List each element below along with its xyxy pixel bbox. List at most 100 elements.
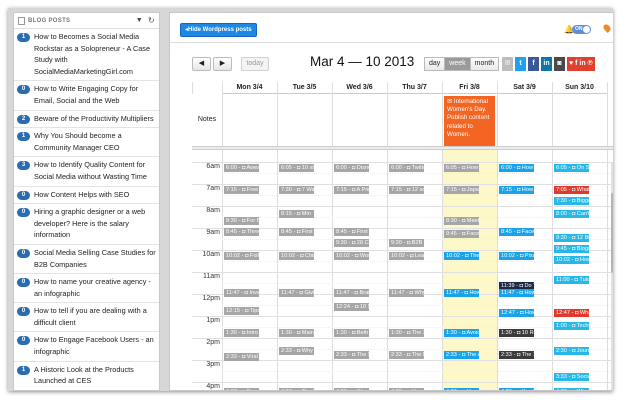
- calendar-event[interactable]: 4:20 - ◘ How Go: [444, 388, 479, 390]
- scrollbar-thumb[interactable]: [611, 193, 613, 273]
- social-button-1[interactable]: t: [515, 57, 526, 71]
- calendar-event[interactable]: 1:00 - ◘ Techni: [554, 322, 589, 331]
- calendar-event[interactable]: 12:47 - ◘ How to: [499, 309, 534, 318]
- calendar-event[interactable]: 7:15 - ◘ How Pe: [499, 186, 534, 194]
- calendar-event[interactable]: 6:00 - ◘ How to: [499, 164, 534, 172]
- calendar-event[interactable]: 10:02 - ◘ Follow: [224, 252, 259, 260]
- view-day-button[interactable]: day: [424, 57, 446, 71]
- calendar-event[interactable]: 11:47 - ◘ How to: [444, 289, 479, 298]
- calendar-event[interactable]: 6:00 - ◘ Awesom: [224, 164, 259, 172]
- calendar-event[interactable]: 11:47 - ◘ How to: [499, 289, 534, 298]
- calendar-event[interactable]: 9:30 - ◘ 20 Cate: [334, 238, 369, 247]
- calendar-event[interactable]: 10:02 - ◘ The ret: [444, 252, 479, 260]
- calendar-event[interactable]: 11:47 - ◘ Brain: [334, 289, 369, 298]
- calendar-event[interactable]: 8:45 - ◘ First Go: [334, 227, 369, 236]
- list-item[interactable]: 1 Why You Should become a Community Manag…: [14, 128, 159, 158]
- calendar-event[interactable]: 2:33 - ◘ The Adv: [444, 351, 479, 359]
- calendar-event[interactable]: 12:47 - ◘ What: [554, 309, 589, 318]
- calendar-event[interactable]: 1:30 - ◘ The 3 G: [389, 329, 424, 337]
- calendar-event[interactable]: 9:30 - ◘ 12 Blog: [554, 234, 589, 243]
- calendar-event[interactable]: 4:20 - ◘ You Car: [499, 388, 534, 390]
- list-item[interactable]: 0 How to name your creative agency - an i…: [14, 274, 159, 304]
- calendar-event[interactable]: 12:15 - ◘ Tips: [224, 307, 259, 315]
- calendar-event[interactable]: 8:45 - ◘ Three P: [224, 227, 259, 236]
- chevron-down-icon[interactable]: ▼: [135, 17, 143, 24]
- calendar-event[interactable]: 1:30 - ◘ Avoidin: [444, 329, 479, 337]
- calendar-event[interactable]: 11:47 - ◘ Invest: [224, 289, 259, 298]
- next-week-button[interactable]: ▶: [213, 57, 232, 71]
- list-item[interactable]: 0 Hiring a graphic designer or a web deve…: [14, 204, 159, 245]
- view-month-button[interactable]: month: [469, 57, 500, 71]
- calendar-event[interactable]: 2:30 - ◘ Journa: [554, 346, 589, 355]
- calendar-event[interactable]: 2:33 - ◘ The Ne: [389, 351, 424, 359]
- calendar-event[interactable]: 4:00 - ◘ Dos: [224, 388, 259, 390]
- calendar-event[interactable]: 6:05 - ◘ How to: [444, 164, 479, 172]
- calendar-event[interactable]: 7:30 - ◘ Bigger: [554, 197, 589, 205]
- calendar-event[interactable]: 8:45 - ◘ First Go: [279, 227, 314, 236]
- social-button-2[interactable]: f: [528, 57, 539, 71]
- calendar-event[interactable]: 7:15 - ◘ Free eB: [224, 186, 259, 194]
- list-item[interactable]: 0 How Content Helps with SEO: [14, 187, 159, 205]
- hide-wordpress-posts-button[interactable]: ◂Hide Wordpress posts: [180, 23, 257, 37]
- notifications-toggle[interactable]: ON: [572, 25, 591, 34]
- social-button-4[interactable]: ◙: [554, 57, 565, 71]
- social-button-5[interactable]: ♥ f in ℗: [567, 57, 595, 71]
- calendar-event[interactable]: 4:00 - ◘ Wome: [334, 388, 369, 390]
- calendar-scrollbar[interactable]: [611, 163, 613, 390]
- calendar-event[interactable]: 12:24 - ◘ 10 Su: [334, 302, 369, 311]
- list-item[interactable]: 0 How to Write Engaging Copy for Email, S…: [14, 81, 159, 111]
- calendar-event[interactable]: 8:30 - ◘ For B2B: [224, 216, 259, 225]
- list-item[interactable]: 0 How to Engage Facebook Users - an infog…: [14, 332, 159, 362]
- calendar-event[interactable]: 10:02 - ◘ How to: [554, 256, 589, 265]
- calendar-event[interactable]: 7:30 - ◘ 7 Ways: [279, 186, 314, 194]
- calendar-event[interactable]: 10:02 - ◘ Learn: [389, 252, 424, 260]
- calendar-event[interactable]: 10:02 - ◘ Wome: [334, 252, 369, 260]
- calendar-event[interactable]: 3:33 - ◘ Sociali: [554, 373, 589, 381]
- calendar-event[interactable]: 2:33 - ◘ The 10: [499, 351, 534, 359]
- calendar-event[interactable]: 9:45 - ◘ Blogs: [554, 245, 589, 254]
- list-item[interactable]: 3 How to Identify Quality Content for Soc…: [14, 157, 159, 187]
- calendar-event[interactable]: 11:47 - ◘ Why M: [389, 289, 424, 298]
- list-item[interactable]: 0 Social Media Selling Case Studies for B…: [14, 245, 159, 275]
- calendar-event[interactable]: 1:30 - ◘ 10 Rea: [499, 329, 534, 337]
- calendar-event[interactable]: 6:05 - ◘ On Soci: [554, 164, 589, 172]
- prev-week-button[interactable]: ◀: [192, 57, 211, 71]
- calendar-event[interactable]: 2:33 - ◘ The S: [334, 351, 369, 359]
- calendar-event[interactable]: 7:05 - ◘ What: [554, 186, 589, 194]
- calendar-event[interactable]: 2:33 - ◘ Why mi: [279, 346, 314, 355]
- social-button-3[interactable]: in: [541, 57, 552, 71]
- calendar-event[interactable]: 9:45 - ◘ Facebo: [444, 230, 479, 238]
- calendar-event[interactable]: 8:15 - ◘ Min: [279, 210, 314, 219]
- calendar-event[interactable]: 7:15 - ◘ A Prime: [334, 186, 369, 194]
- calendar-event[interactable]: 7:15 - ◘ 12 soci: [389, 186, 424, 194]
- calendar-event[interactable]: 10:02 - ◘ Chine: [279, 252, 314, 260]
- list-item[interactable]: 2 Beware of the Productivity Multipliers: [14, 111, 159, 129]
- calendar-event[interactable]: 9:30 - ◘ B2B Lea: [389, 238, 424, 247]
- calendar-event[interactable]: 8:45 - ◘ Facebo: [499, 227, 534, 236]
- calendar-event[interactable]: 1:30 - ◘ Intro t: [224, 329, 259, 337]
- location-pin-icon[interactable]: [602, 23, 612, 33]
- calendar-event[interactable]: 4:00 - ◘ What: [554, 388, 589, 390]
- calendar-event[interactable]: 7:15 - ◘ Japan: [444, 186, 479, 194]
- list-item[interactable]: 1 How to Becomes a Social Media Rockstar …: [14, 29, 159, 82]
- calendar-event[interactable]: 10:02 - ◘ Pixar's: [499, 252, 534, 260]
- calendar-event[interactable]: 8:00 - ◘ Can't C: [554, 210, 589, 219]
- calendar-event[interactable]: 11:39 - ◘ Do You: [499, 281, 534, 290]
- today-button[interactable]: today: [241, 57, 269, 71]
- refresh-icon[interactable]: ↻: [147, 16, 155, 25]
- bell-icon[interactable]: 🔔: [564, 25, 574, 34]
- view-week-button[interactable]: week: [444, 57, 471, 71]
- calendar-event[interactable]: 4:00 - ◘ The 7 C: [279, 388, 314, 390]
- social-button-0[interactable]: ✉: [502, 57, 513, 71]
- calendar-event[interactable]: 11:47 - ◘ Giving: [279, 289, 314, 298]
- calendar-event[interactable]: 2:33 - ◘ Viral Vid: [224, 353, 259, 362]
- calendar-event[interactable]: 11:00 - ◘ Tutori: [554, 276, 589, 285]
- calendar-event[interactable]: 6:00 - ◘ Disney: [334, 164, 369, 172]
- calendar-event[interactable]: 6:05 - ◘ 10 ste: [279, 164, 314, 172]
- calendar-event[interactable]: 1:30 - ◘ Main st: [279, 329, 314, 337]
- calendar-event[interactable]: 8:30 - ◘ Meet D: [444, 216, 479, 225]
- calendar-event[interactable]: 4:00 - ◘ How C: [389, 388, 424, 390]
- list-item[interactable]: 1 A Historic Look at the Products Launche…: [14, 362, 159, 390]
- all-day-event[interactable]: ✉ International Women's Day. Publish con…: [444, 96, 495, 146]
- list-item[interactable]: 0 How to tell if you are dealing with a d…: [14, 303, 159, 333]
